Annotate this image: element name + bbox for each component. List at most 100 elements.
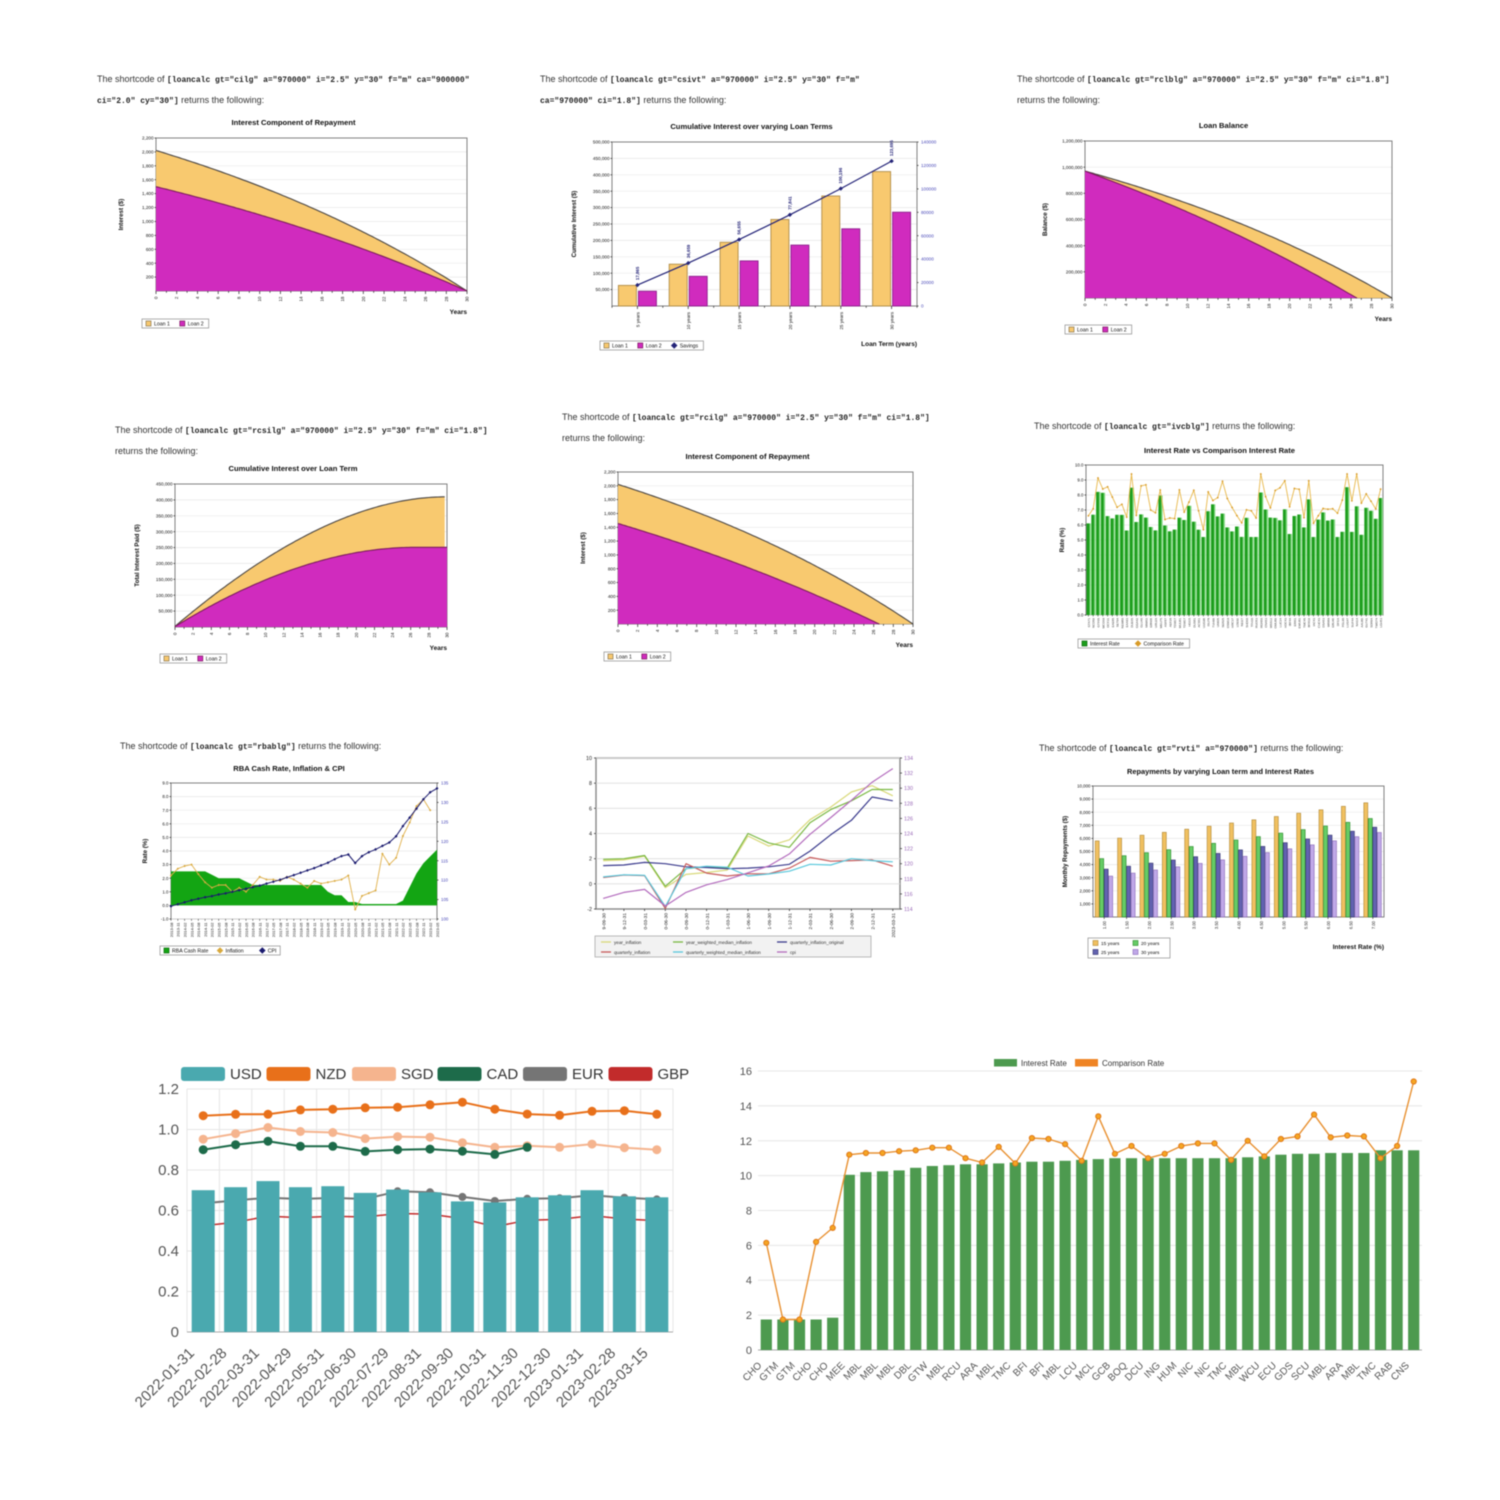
svg-text:1,200: 1,200 <box>142 205 154 210</box>
svg-text:2021-11: 2021-11 <box>394 922 399 937</box>
svg-text:Loan Term (years): Loan Term (years) <box>861 341 917 348</box>
svg-text:15 years: 15 years <box>737 311 742 329</box>
svg-text:8.0: 8.0 <box>162 794 169 799</box>
svg-text:30: 30 <box>465 296 470 302</box>
svg-text:200: 200 <box>608 608 616 613</box>
svg-text:9-09-30: 9-09-30 <box>601 913 607 930</box>
svg-text:4.50: 4.50 <box>1259 920 1264 929</box>
svg-text:16: 16 <box>740 1066 752 1078</box>
svg-text:quarterly_inflation_original: quarterly_inflation_original <box>790 940 844 945</box>
svg-text:5.50: 5.50 <box>1304 920 1309 929</box>
svg-text:Years: Years <box>896 642 914 649</box>
svg-text:100,196: 100,196 <box>838 167 843 183</box>
svg-text:1.2: 1.2 <box>158 1081 179 1098</box>
svg-text:8: 8 <box>589 781 592 787</box>
svg-text:2021-08: 2021-08 <box>387 922 392 937</box>
svg-text:EBN68: EBN68 <box>1149 618 1153 628</box>
svg-text:Monthly Repayments ($): Monthly Repayments ($) <box>1062 816 1069 888</box>
svg-text:30: 30 <box>445 632 450 638</box>
svg-text:22: 22 <box>1308 303 1313 309</box>
svg-text:16: 16 <box>1246 303 1251 309</box>
svg-text:1,000,000: 1,000,000 <box>1062 165 1083 170</box>
svg-text:2014-11: 2014-11 <box>203 922 208 937</box>
svg-text:Interest ($): Interest ($) <box>580 532 587 564</box>
svg-text:2: 2 <box>1103 303 1108 306</box>
svg-text:2.00: 2.00 <box>1147 920 1152 929</box>
svg-text:Loan 1: Loan 1 <box>616 654 632 660</box>
svg-text:250,000: 250,000 <box>593 222 610 227</box>
svg-text:134: 134 <box>904 756 913 762</box>
svg-text:50,000: 50,000 <box>158 609 172 614</box>
svg-text:LDE92: LDE92 <box>1235 618 1239 628</box>
svg-text:LUC24: LUC24 <box>1279 618 1283 628</box>
svg-text:2-03-31: 2-03-31 <box>808 913 814 930</box>
svg-text:2.50: 2.50 <box>1169 920 1174 929</box>
svg-text:Loan 1: Loan 1 <box>612 343 628 349</box>
svg-text:2: 2 <box>174 296 179 299</box>
svg-text:115: 115 <box>441 858 449 863</box>
svg-text:800,000: 800,000 <box>1066 191 1083 196</box>
svg-text:2020-11: 2020-11 <box>367 922 372 937</box>
svg-text:2015-08: 2015-08 <box>223 922 228 937</box>
svg-text:10: 10 <box>740 1171 752 1183</box>
svg-text:2022-05: 2022-05 <box>408 922 413 937</box>
svg-text:Loan 2: Loan 2 <box>650 654 666 660</box>
svg-text:3,000: 3,000 <box>1080 875 1092 880</box>
svg-text:9.0: 9.0 <box>162 781 169 786</box>
svg-text:CNA53: CNA53 <box>1264 618 1268 628</box>
svg-text:OCF31: OCF31 <box>1106 618 1110 628</box>
svg-text:Years: Years <box>450 309 468 316</box>
svg-text:0: 0 <box>154 296 159 299</box>
svg-text:6,000: 6,000 <box>1080 836 1092 841</box>
svg-text:2019-05: 2019-05 <box>326 922 331 937</box>
svg-text:2020-08: 2020-08 <box>360 922 365 937</box>
svg-text:28: 28 <box>1369 303 1374 309</box>
svg-text:Loan Balance: Loan Balance <box>1199 121 1248 130</box>
svg-text:2-12-31: 2-12-31 <box>870 913 876 930</box>
svg-text:126: 126 <box>904 816 913 822</box>
svg-text:2.0: 2.0 <box>162 876 169 881</box>
svg-text:20: 20 <box>354 632 359 638</box>
svg-text:0.0: 0.0 <box>162 903 169 908</box>
svg-text:Total Interest Paid ($): Total Interest Paid ($) <box>134 524 141 586</box>
svg-text:2: 2 <box>746 1310 752 1322</box>
svg-text:80000: 80000 <box>921 210 934 215</box>
svg-text:ISU78: ISU78 <box>1207 618 1211 627</box>
svg-text:UUG98: UUG98 <box>1202 618 1206 628</box>
svg-text:400: 400 <box>608 594 616 599</box>
svg-text:TUH99: TUH99 <box>1211 618 1215 628</box>
svg-text:18: 18 <box>793 629 798 635</box>
svg-text:12: 12 <box>1205 303 1210 309</box>
svg-text:36,659: 36,659 <box>686 244 691 258</box>
svg-text:2021-02: 2021-02 <box>373 922 378 937</box>
svg-text:1,400: 1,400 <box>604 525 616 530</box>
svg-text:24: 24 <box>390 632 395 638</box>
svg-text:120: 120 <box>904 862 913 868</box>
svg-text:EAE85: EAE85 <box>1111 618 1115 628</box>
svg-text:WSS12: WSS12 <box>1269 618 1273 629</box>
svg-text:26: 26 <box>1349 303 1354 309</box>
svg-text:20000: 20000 <box>921 280 934 285</box>
svg-text:ACS51: ACS51 <box>1197 618 1201 628</box>
svg-text:2: 2 <box>635 629 640 632</box>
svg-text:HDC43: HDC43 <box>1283 618 1287 628</box>
svg-text:8: 8 <box>746 1206 752 1218</box>
svg-text:14: 14 <box>740 1101 752 1113</box>
svg-text:1,000: 1,000 <box>142 219 154 224</box>
svg-text:4: 4 <box>195 296 200 299</box>
svg-text:110: 110 <box>441 878 449 883</box>
svg-text:-2: -2 <box>587 907 592 913</box>
svg-text:TDW17: TDW17 <box>1183 618 1187 628</box>
svg-text:2020-02: 2020-02 <box>346 922 351 937</box>
svg-text:14: 14 <box>299 632 304 638</box>
svg-text:Loan 2: Loan 2 <box>188 321 204 327</box>
svg-text:WEU75: WEU75 <box>1159 618 1163 629</box>
svg-text:quarterly_weighted_median_infl: quarterly_weighted_median_inflation <box>686 950 761 955</box>
svg-text:130: 130 <box>904 786 913 792</box>
svg-text:22: 22 <box>382 296 387 302</box>
svg-text:1.0: 1.0 <box>158 1122 179 1139</box>
svg-text:2016-08: 2016-08 <box>251 922 256 937</box>
svg-text:USD: USD <box>230 1066 262 1083</box>
svg-text:2,000: 2,000 <box>142 150 154 155</box>
svg-text:120: 120 <box>441 839 449 844</box>
